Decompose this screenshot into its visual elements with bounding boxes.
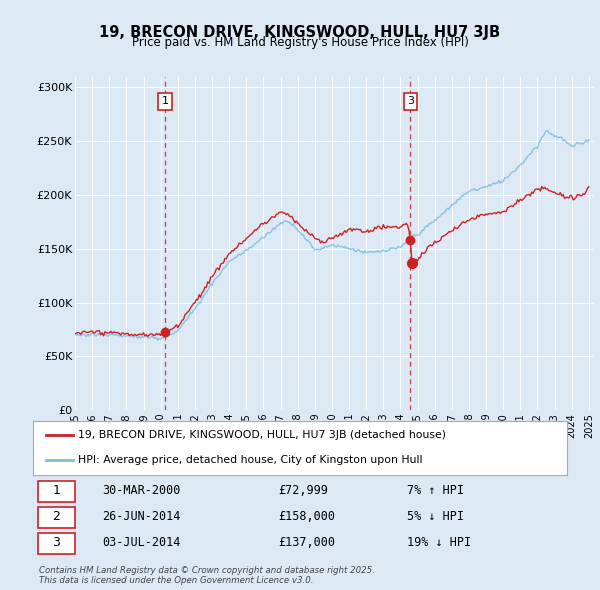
Text: 03-JUL-2014: 03-JUL-2014 [103,536,181,549]
Text: 5% ↓ HPI: 5% ↓ HPI [407,510,464,523]
Text: 1: 1 [161,96,169,106]
Text: 7% ↑ HPI: 7% ↑ HPI [407,484,464,497]
Text: 1: 1 [53,484,61,497]
Text: HPI: Average price, detached house, City of Kingston upon Hull: HPI: Average price, detached house, City… [79,455,423,466]
Text: £72,999: £72,999 [278,484,329,497]
FancyBboxPatch shape [38,507,74,528]
Text: 19, BRECON DRIVE, KINGSWOOD, HULL, HU7 3JB: 19, BRECON DRIVE, KINGSWOOD, HULL, HU7 3… [100,25,500,40]
FancyBboxPatch shape [38,533,74,554]
FancyBboxPatch shape [38,481,74,502]
Text: £158,000: £158,000 [278,510,335,523]
Text: 26-JUN-2014: 26-JUN-2014 [103,510,181,523]
Text: 30-MAR-2000: 30-MAR-2000 [103,484,181,497]
Text: 19, BRECON DRIVE, KINGSWOOD, HULL, HU7 3JB (detached house): 19, BRECON DRIVE, KINGSWOOD, HULL, HU7 3… [79,430,446,440]
Text: 2: 2 [53,510,61,523]
Text: £137,000: £137,000 [278,536,335,549]
Text: Contains HM Land Registry data © Crown copyright and database right 2025.
This d: Contains HM Land Registry data © Crown c… [39,566,375,585]
Text: 3: 3 [407,96,414,106]
Text: 3: 3 [53,536,61,549]
Text: Price paid vs. HM Land Registry's House Price Index (HPI): Price paid vs. HM Land Registry's House … [131,36,469,49]
Text: 19% ↓ HPI: 19% ↓ HPI [407,536,471,549]
